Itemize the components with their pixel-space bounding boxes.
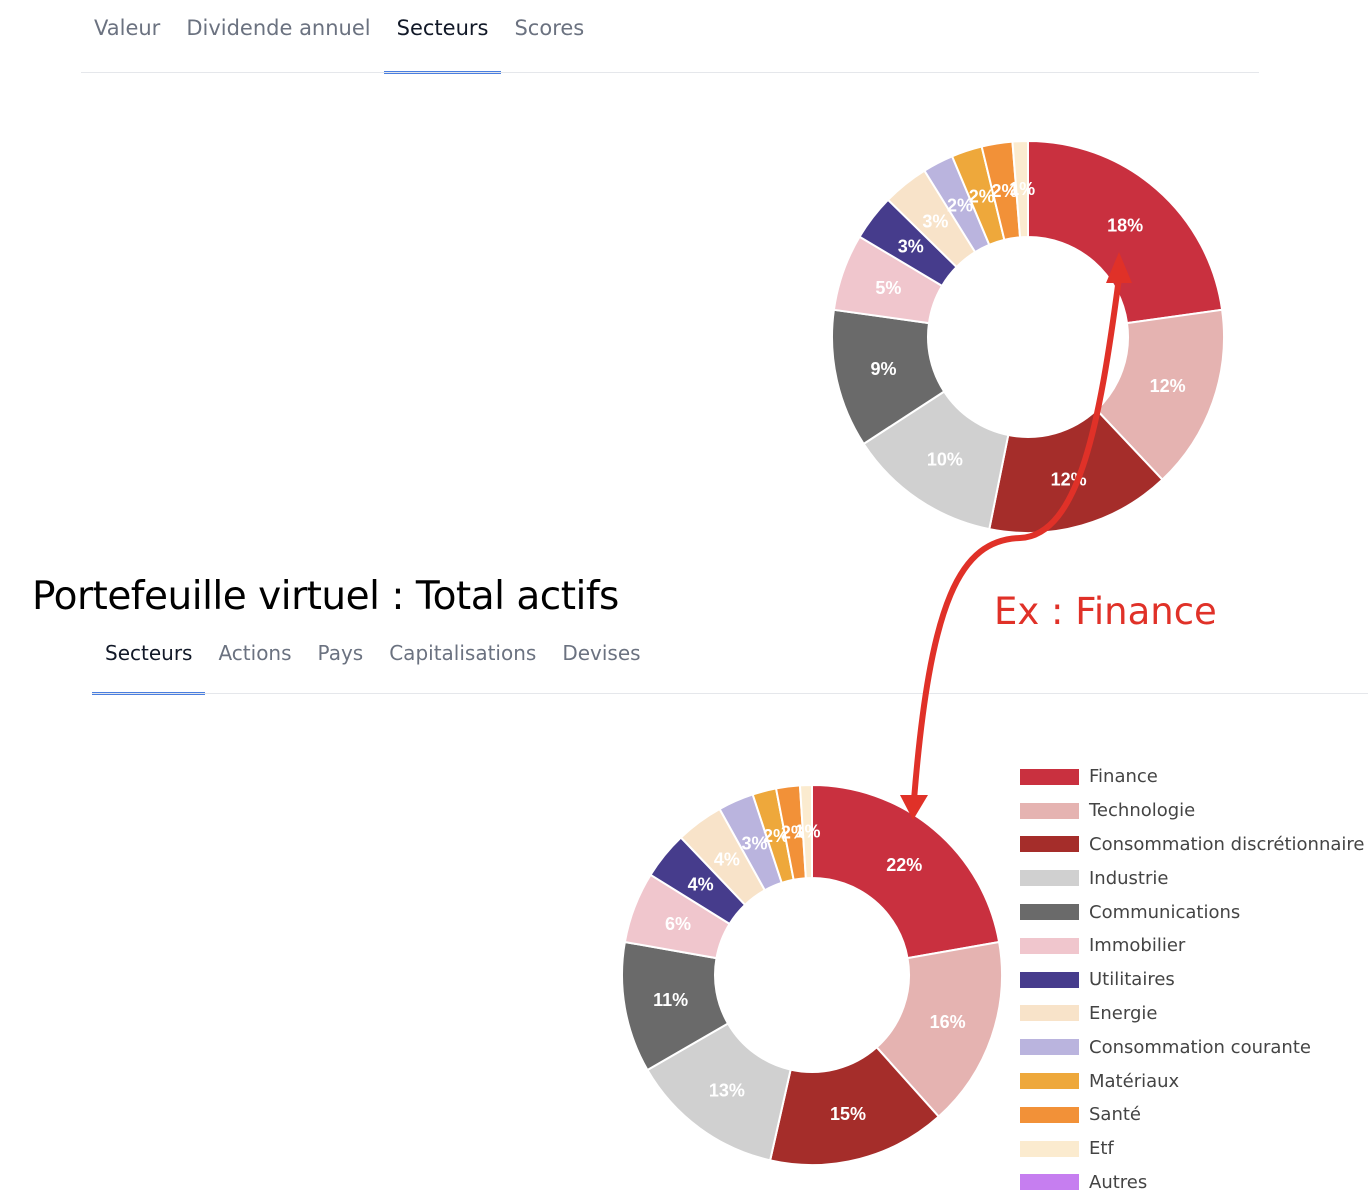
legend-swatch xyxy=(1020,1140,1079,1157)
slice-label: 1% xyxy=(1009,179,1035,199)
legend-item[interactable]: Communications xyxy=(1020,895,1364,929)
legend-item[interactable]: Finance xyxy=(1020,760,1364,794)
donut-chart-virtual: 22%16%15%13%11%6%4%4%3%2%2%1% xyxy=(621,783,1003,1166)
legend-label: Energie xyxy=(1089,1002,1158,1024)
slice-label: 16% xyxy=(930,1012,966,1032)
slice-label: 3% xyxy=(741,834,767,854)
tab-valeur[interactable]: Valeur xyxy=(94,16,161,40)
slice-label: 2% xyxy=(763,826,789,846)
legend-label: Santé xyxy=(1089,1104,1141,1126)
legend-item[interactable]: Technologie xyxy=(1020,794,1364,828)
slice-label: 2% xyxy=(947,196,973,216)
slice-label: 11% xyxy=(653,990,688,1010)
legend-label: Autres xyxy=(1089,1171,1148,1193)
legend-item[interactable]: Consommation discrétionnaire xyxy=(1020,828,1364,862)
slice-label: 6% xyxy=(665,914,691,934)
legend-item[interactable]: Immobilier xyxy=(1020,929,1364,963)
arrow-head-down xyxy=(900,795,928,820)
annotation-label: Ex : Finance xyxy=(994,590,1217,633)
slice-label: 2% xyxy=(992,181,1018,201)
section-title: Portefeuille virtuel : Total actifs xyxy=(32,574,619,619)
legend-item[interactable]: Energie xyxy=(1020,997,1364,1031)
slice-label: 2% xyxy=(781,823,807,843)
annotation-arrow xyxy=(900,252,1132,820)
slice-technologie[interactable] xyxy=(1095,308,1225,482)
legend-item[interactable]: Matériaux xyxy=(1020,1064,1364,1098)
slice-label: 4% xyxy=(688,875,714,895)
legend-label: Matériaux xyxy=(1089,1070,1180,1092)
legend-label: Finance xyxy=(1089,766,1158,788)
slice-label: 12% xyxy=(1150,376,1186,396)
slice-label: 18% xyxy=(1107,215,1143,235)
legend-swatch xyxy=(1020,937,1079,954)
tab-capitalisations[interactable]: Capitalisations xyxy=(389,641,537,665)
bottom-tab-bar: Secteurs Actions Pays Capitalisations Devise… xyxy=(92,641,654,695)
legend-swatch xyxy=(1020,836,1079,853)
slice-label: 2% xyxy=(969,186,995,206)
legend-swatch xyxy=(1020,768,1079,785)
legend-swatch xyxy=(1020,971,1079,988)
slice-label: 1% xyxy=(794,822,820,842)
legend-label: Utilitaires xyxy=(1089,969,1175,991)
slice-label: 3% xyxy=(898,237,924,257)
bottom-tab-divider xyxy=(92,693,1368,694)
legend-item[interactable]: Industrie xyxy=(1020,861,1364,895)
slice-label: 13% xyxy=(709,1081,745,1101)
arrow-head-up xyxy=(1106,252,1132,283)
top-tab-divider xyxy=(81,72,1259,73)
legend-label: Industrie xyxy=(1089,867,1169,889)
legend-swatch xyxy=(1020,1106,1079,1123)
legend-swatch xyxy=(1020,1073,1079,1090)
legend-swatch xyxy=(1020,1005,1079,1022)
legend-item[interactable]: Santé xyxy=(1020,1098,1364,1132)
tab-pays[interactable]: Pays xyxy=(317,641,364,665)
slice-label: 4% xyxy=(714,849,740,869)
tab-dividende-annuel[interactable]: Dividende annuel xyxy=(186,16,371,40)
slice-etf[interactable] xyxy=(798,783,813,880)
legend-label: Etf xyxy=(1089,1138,1114,1160)
legend-swatch xyxy=(1020,870,1079,887)
legend-label: Communications xyxy=(1089,901,1241,923)
legend-label: Technologie xyxy=(1089,800,1196,822)
legend-swatch xyxy=(1020,904,1079,921)
legend-label: Immobilier xyxy=(1089,935,1186,957)
donut-chart-current: 18%12%12%10%9%5%3%3%2%2%2%1% xyxy=(831,139,1225,534)
slice-label: 5% xyxy=(875,278,901,298)
slice-label: 3% xyxy=(922,212,948,232)
slice-label: 22% xyxy=(886,855,922,875)
slice-label: 15% xyxy=(830,1104,866,1124)
legend-item[interactable]: Autres xyxy=(1020,1166,1364,1199)
arrow-curve xyxy=(911,277,1122,801)
slice-label: 9% xyxy=(871,359,897,379)
slice-consommation-discrétionnaire[interactable] xyxy=(988,408,1164,534)
slice-etf[interactable] xyxy=(1011,139,1029,239)
legend-swatch xyxy=(1020,1174,1079,1191)
legend-item[interactable]: Consommation courante xyxy=(1020,1030,1364,1064)
slice-finance[interactable] xyxy=(811,783,1001,960)
chart-legend: Finance Technologie Consommation discrétio… xyxy=(1020,760,1364,1199)
legend-label: Consommation courante xyxy=(1089,1036,1311,1058)
tab-actions[interactable]: Actions xyxy=(218,641,292,665)
legend-item[interactable]: Utilitaires xyxy=(1020,963,1364,997)
legend-label: Consommation discrétionnaire xyxy=(1089,833,1365,855)
legend-swatch xyxy=(1020,802,1079,819)
legend-swatch xyxy=(1020,1039,1079,1056)
slice-finance[interactable] xyxy=(1027,139,1224,325)
tab-devises[interactable]: Devises xyxy=(562,641,641,665)
slice-label: 10% xyxy=(927,449,963,469)
tab-scores[interactable]: Scores xyxy=(514,16,585,40)
legend-item[interactable]: Etf xyxy=(1020,1132,1364,1166)
